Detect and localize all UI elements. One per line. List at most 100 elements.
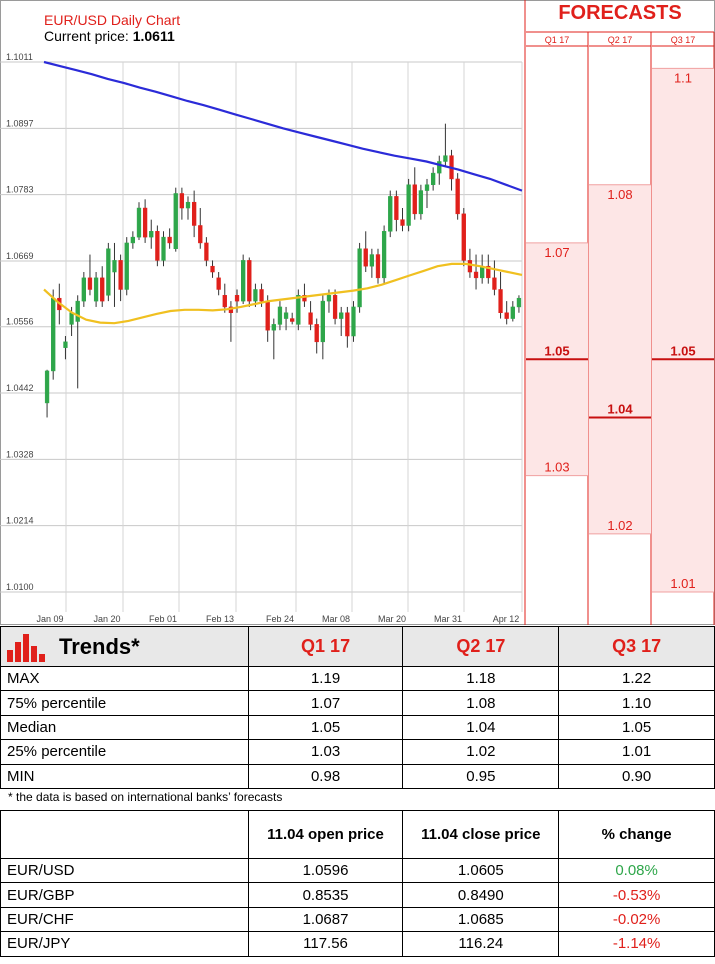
candle (222, 283, 227, 313)
row-label: MIN (0, 763, 249, 789)
trends-row-median: Median 1.05 1.04 1.05 (0, 714, 715, 741)
forecast-col-label: Q2 17 (608, 35, 633, 45)
cell-value: 1.10 (558, 690, 715, 716)
candle (308, 301, 313, 331)
open-price: 1.0687 (247, 906, 404, 933)
candle-up (339, 312, 344, 319)
x-tick-label: Mar 20 (378, 614, 406, 624)
candle (357, 242, 362, 313)
candle (241, 254, 246, 305)
cell-value: 1.05 (558, 714, 715, 741)
candle (100, 266, 105, 307)
candle (198, 208, 203, 249)
candle-down (191, 201, 197, 226)
candle (375, 248, 381, 284)
candle (185, 196, 191, 220)
x-axis-ticks: Jan 09 Jan 20 Feb 01 Feb 13 Feb 24 Mar 08 Mar … (36, 614, 519, 624)
forecast-bottom-label: 1.01 (670, 576, 695, 591)
trends-row-25: 25% percentile 1.03 1.02 1.01 (0, 739, 715, 765)
candle (106, 242, 111, 302)
candle (345, 306, 350, 348)
candle-up (430, 172, 436, 186)
forecasts-header: FORECASTS (558, 2, 682, 24)
candle-down (400, 219, 405, 226)
y-tick-label: 1.0442 (6, 383, 34, 393)
candle-up (296, 295, 301, 325)
candle (204, 237, 209, 267)
close-price: 0.8490 (402, 882, 560, 908)
candle-down (204, 242, 209, 261)
candle (161, 231, 166, 267)
candle-up (326, 295, 332, 302)
candle-down (473, 271, 479, 279)
candle (498, 272, 503, 319)
cell-value: 1.18 (402, 665, 560, 692)
candle-up (388, 196, 393, 232)
candle (388, 190, 393, 238)
candle-up (510, 306, 515, 319)
candle-down (412, 184, 417, 215)
candle-up (271, 324, 276, 331)
price-row-eurgbp: EUR/GBP 0.8535 0.8490 -0.53% (0, 882, 715, 908)
chart-title-block: EUR/USD Daily Chart Current price: 1.061… (44, 12, 180, 44)
price-row-eurchf: EUR/CHF 1.0687 1.0685 -0.02% (0, 906, 715, 933)
cell-value: 1.05 (247, 714, 404, 741)
cell-value: 1.22 (558, 665, 715, 692)
candle (406, 178, 411, 232)
candle (130, 231, 136, 249)
candle (412, 167, 417, 220)
open-price: 1.0596 (247, 857, 404, 884)
candle-down (375, 254, 381, 279)
candle (247, 257, 252, 307)
chart-title: EUR/USD Daily Chart (44, 12, 181, 28)
candle (75, 295, 80, 389)
y-tick-label: 1.0783 (6, 185, 34, 195)
candle-up (185, 201, 191, 209)
chart-grid (0, 0, 715, 625)
candle-down (308, 312, 313, 325)
candle (142, 199, 148, 243)
row-label: 75% percentile (0, 690, 249, 716)
cell-value: 1.04 (402, 714, 560, 741)
forecast-panel: Q1 17 Q2 17 Q3 171.071.051.031.081.041.021… (526, 31, 715, 625)
candle (486, 254, 491, 284)
candle-down (222, 295, 227, 308)
candle (234, 289, 240, 313)
candle (290, 312, 295, 325)
forecast-band: 1.08 1.04 1.02 (589, 184, 651, 535)
candle-up (369, 254, 375, 267)
candle-down (259, 289, 264, 302)
candle (480, 254, 485, 284)
candle-down (394, 196, 399, 220)
candle-down (314, 324, 319, 343)
candle (332, 289, 338, 325)
candle (504, 301, 509, 325)
candle-down (332, 295, 338, 319)
price-row-eurjpy: EUR/JPY 117.56 116.24 -1.14% (0, 931, 715, 957)
percent-change: -0.02% (558, 906, 715, 933)
x-tick-label: Feb 01 (149, 614, 177, 624)
trends-col-q2: Q2 17 (402, 626, 560, 667)
candle-down (265, 300, 270, 331)
trends-row-75: 75% percentile 1.07 1.08 1.10 (0, 690, 715, 716)
forecast-top-label: 1.1 (674, 70, 692, 85)
candle-up (130, 236, 136, 244)
candle-down (486, 265, 491, 279)
open-price: 117.56 (247, 931, 404, 957)
cell-value: 0.95 (402, 763, 560, 789)
y-tick-label: 1.0556 (6, 317, 34, 327)
candle (400, 208, 405, 232)
candle-up (253, 289, 258, 302)
candle (118, 254, 123, 302)
candle-down (167, 236, 172, 244)
candle (424, 178, 430, 209)
candle-down (210, 265, 215, 273)
y-tick-label: 1.1011 (6, 52, 33, 62)
candle (167, 228, 172, 249)
cell-value: 1.01 (558, 739, 715, 765)
candle (124, 237, 129, 296)
price-header-blank (0, 810, 249, 859)
pair-label: EUR/CHF (0, 906, 249, 933)
candle (314, 318, 319, 354)
cell-value: 1.02 (402, 739, 560, 765)
